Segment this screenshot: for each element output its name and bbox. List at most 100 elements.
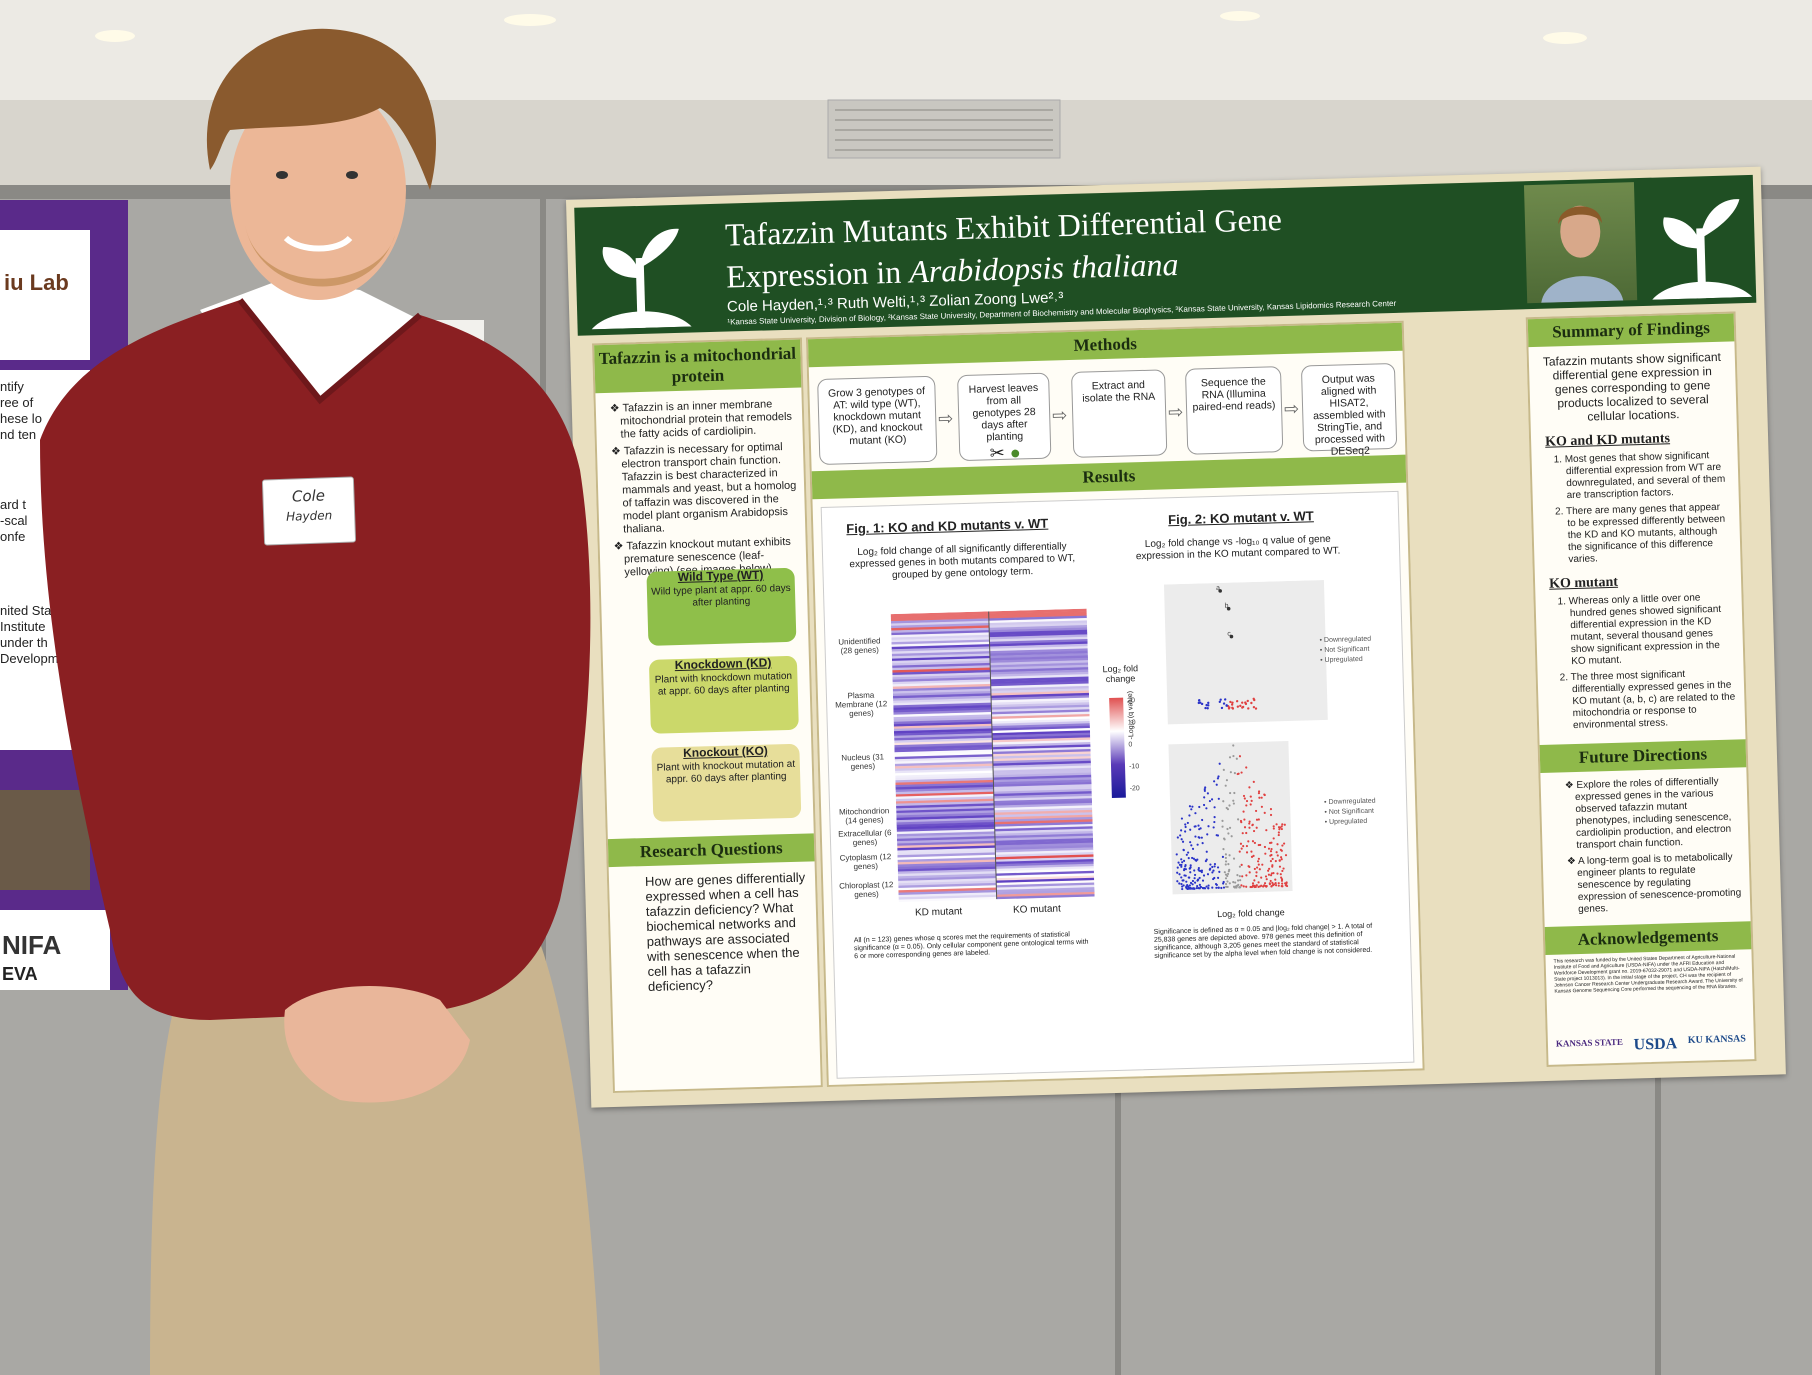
volcano-point: [1216, 876, 1220, 879]
heatmap-cell: [893, 726, 992, 732]
heatmap-cell: [890, 613, 989, 620]
volcano-point: [1257, 857, 1260, 860]
volcano-point: [1206, 873, 1210, 876]
heatmap-cell: [994, 833, 1093, 839]
volcano-point: [1222, 768, 1225, 771]
volcano-point: [1230, 835, 1233, 838]
volcano-point: [1228, 706, 1231, 709]
heatmap-cell: [989, 632, 1088, 638]
volcano-point: [1229, 771, 1232, 774]
heatmap-cell: [993, 770, 1092, 776]
volcano-point: [1227, 863, 1230, 866]
volcano-point: [1228, 882, 1231, 885]
volcano-point: [1198, 883, 1201, 886]
left-poster-fragment: under th: [0, 635, 48, 650]
heatmap-cell: [991, 709, 1090, 715]
volcano-point: [1274, 878, 1277, 881]
volcano-point: [1226, 827, 1229, 831]
heatmap-cell: [992, 753, 1091, 760]
volcano-point: [1242, 885, 1245, 888]
volcano-point: [1189, 864, 1192, 867]
heatmap-cell: [892, 683, 991, 690]
volcano-point: [1178, 882, 1181, 885]
volcano-point: [1274, 882, 1277, 885]
volcano-point: [1280, 878, 1284, 881]
heatmap-cell: [994, 828, 1093, 835]
volcano-point: [1221, 825, 1224, 828]
volcano-point: [1280, 876, 1283, 879]
heatmap-cell: [894, 754, 993, 760]
volcano-point: [1235, 699, 1239, 703]
volcano-point: [1240, 821, 1243, 824]
heatmap-cell: [897, 857, 996, 863]
heatmap-cell: [990, 678, 1089, 685]
volcano-point: [1181, 840, 1185, 843]
heatmap-cell: [995, 859, 1094, 865]
heatmap-cell: [989, 622, 1088, 629]
volcano-point: [1252, 829, 1256, 833]
volcano-point: [1201, 818, 1204, 822]
hands: [284, 986, 470, 1103]
heatmap-cell: [994, 802, 1093, 809]
volcano-point: [1213, 862, 1217, 866]
volcano-point: [1211, 865, 1214, 869]
volcano-point: [1232, 744, 1235, 747]
volcano-point: [1190, 844, 1193, 847]
heatmap-cell: [895, 786, 994, 793]
heatmap-cell: [891, 634, 990, 641]
volcano-point: [1250, 850, 1253, 853]
heatmap-cell: [894, 735, 993, 741]
volcano-point: [1181, 861, 1184, 864]
heatmap-cell: [897, 854, 996, 861]
heatmap-cell: [995, 870, 1095, 877]
heatmap-cell: [898, 894, 997, 900]
heatmap-cell: [891, 625, 990, 631]
heatmap-cell: [892, 660, 991, 666]
heatmap-cell: [991, 713, 1090, 720]
volcano-point: [1256, 866, 1259, 869]
volcano-point: [1182, 884, 1185, 887]
volcano-point: [1200, 836, 1203, 839]
heatmap-cell: [994, 816, 1093, 823]
heatmap-cell: [989, 655, 1088, 661]
volcano-point: [1180, 876, 1183, 879]
heatmap-cell: [995, 854, 1094, 860]
heatmap-cell: [893, 719, 992, 725]
heatmap-cell: [893, 714, 992, 720]
volcano-point: [1193, 873, 1197, 877]
volcano-point: [1180, 838, 1183, 841]
heatmap-cell: [993, 779, 1092, 785]
heatmap-cell: [995, 863, 1094, 870]
volcano-point: [1269, 879, 1272, 883]
volcano-point: [1209, 863, 1212, 866]
heatmap-cell: [990, 683, 1089, 689]
volcano-point: [1225, 806, 1228, 810]
heatmap-cell: [996, 875, 1095, 881]
heatmap-cell: [891, 641, 990, 648]
volcano-bottom-panel: [1168, 741, 1293, 895]
heatmap-cell: [992, 737, 1091, 743]
heatmap-cell: [895, 770, 994, 776]
volcano-point: [1222, 882, 1225, 885]
volcano-point: [1217, 797, 1220, 800]
volcano-point: [1232, 754, 1235, 758]
volcano-point: [1245, 831, 1248, 835]
volcano-point: [1180, 882, 1183, 886]
volcano-point: [1202, 887, 1205, 890]
volcano-point: [1180, 863, 1183, 867]
pants: [150, 900, 600, 1375]
volcano-point: [1253, 879, 1256, 882]
heatmap-cell: [995, 837, 1094, 844]
left-poster-nifa-panel: NIFA EVA: [0, 910, 110, 990]
volcano-point: [1257, 818, 1260, 821]
volcano-point: [1215, 783, 1218, 786]
heatmap-cell: [989, 650, 1088, 657]
heatmap-cell: [993, 793, 1092, 799]
volcano-point: [1239, 704, 1242, 708]
heatmap-cell: [990, 669, 1089, 675]
heatmap-cell: [994, 805, 1093, 811]
volcano-point: [1270, 885, 1273, 888]
heatmap-cell: [896, 824, 995, 830]
volcano-point: [1184, 865, 1187, 868]
volcano-point: [1190, 808, 1193, 811]
